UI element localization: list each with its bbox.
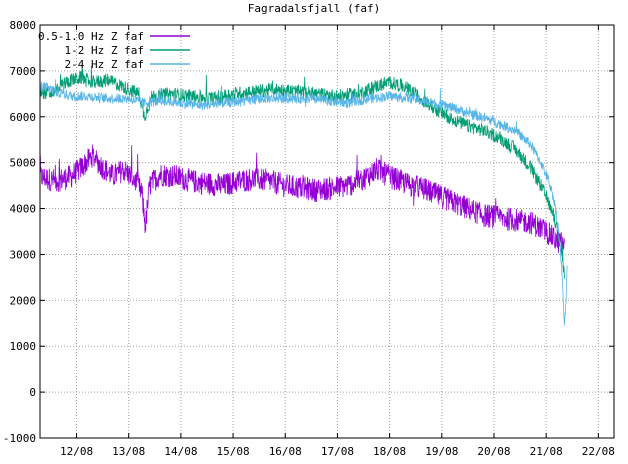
x-tick-label: 22/08 [582,445,615,458]
chart-title: Fagradalsfjall (faf) [248,2,380,15]
y-tick-label: 3000 [10,248,37,261]
x-tick-label: 19/08 [425,445,458,458]
x-tick-label: 20/08 [477,445,510,458]
y-tick-label: 5000 [10,157,37,170]
grid [40,25,614,438]
y-tick-label: 2000 [10,294,37,307]
x-tick-label: 17/08 [321,445,354,458]
x-tick-label: 13/08 [112,445,145,458]
legend-label: 1-2 Hz Z faf [65,44,144,57]
x-tick-label: 12/08 [60,445,93,458]
y-tick-label: 0 [29,386,36,399]
plot-frame [39,24,615,439]
series-layer [39,65,568,326]
y-tick-label: -1000 [3,432,36,445]
legend-label: 2-4 Hz Z faf [65,58,144,71]
x-tick-label: 16/08 [269,445,302,458]
x-tick-label: 14/08 [164,445,197,458]
x-tick-label: 18/08 [373,445,406,458]
y-tick-label: 6000 [10,111,37,124]
y-tick-label: 8000 [10,19,37,32]
series-line-1 [39,144,565,253]
y-tick-label: 7000 [10,65,37,78]
x-tick-label: 21/08 [530,445,563,458]
axis-ticks: -1000 0 1000 2000 3000 4000 5000 6000 7000 8000 12… [3,19,615,458]
series-line-2 [39,65,565,279]
x-tick-label: 15/08 [217,445,250,458]
y-tick-label: 1000 [10,340,37,353]
y-tick-label: 4000 [10,203,37,216]
legend-label: 0.5-1.0 Hz Z faf [38,30,144,43]
series-line-3 [39,79,568,326]
